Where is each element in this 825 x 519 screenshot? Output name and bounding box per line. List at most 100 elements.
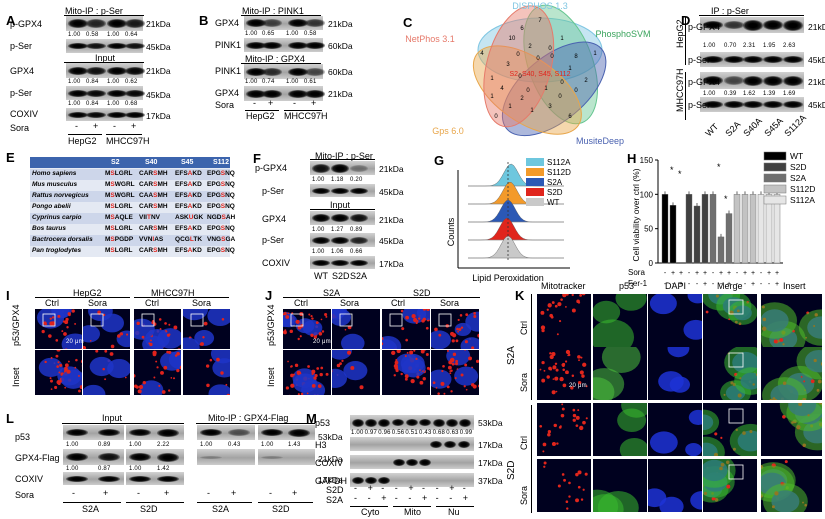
signal-dot xyxy=(199,343,203,346)
signal-dot xyxy=(173,325,178,330)
quant-value: 1.00 xyxy=(703,43,716,49)
group-line xyxy=(134,297,229,298)
bar xyxy=(757,194,765,264)
treatment-sign: + xyxy=(743,270,747,277)
blot-band xyxy=(246,67,266,76)
kda-label: 53kDa xyxy=(318,432,343,442)
signal-cloud xyxy=(703,436,725,456)
micrograph-inset xyxy=(283,350,331,395)
blot-band xyxy=(305,89,325,98)
quant-value: 0.74 xyxy=(262,79,275,85)
blot-band xyxy=(352,476,364,484)
blot-band xyxy=(68,43,88,49)
quant-value: 1.00 xyxy=(68,101,81,107)
blot-strip xyxy=(63,472,124,485)
bar xyxy=(717,236,725,264)
treatment-sign: - xyxy=(394,493,398,503)
signal-dot xyxy=(400,372,403,376)
residue: G xyxy=(120,181,126,188)
blot-band xyxy=(393,458,405,466)
signal-dot xyxy=(102,313,106,317)
signal-dot xyxy=(74,366,77,369)
blot-strip xyxy=(63,449,124,465)
treatment-sign: + xyxy=(462,493,469,503)
species-name: Mus musculus xyxy=(32,181,78,188)
signal-dot xyxy=(572,408,576,412)
treatment-sign: + xyxy=(727,281,731,288)
residue: G xyxy=(215,225,221,232)
group-line xyxy=(245,110,279,111)
signal-dot xyxy=(547,303,552,308)
quant-value: 1.18 xyxy=(331,177,344,183)
blot-band xyxy=(783,19,803,31)
sequence-cell: CAASMH xyxy=(139,192,168,200)
signal-dot xyxy=(559,320,562,323)
s2a-label: S2A xyxy=(326,495,344,505)
cell-line-label: MHCC97H xyxy=(284,111,328,121)
row-label: p-Ser xyxy=(688,100,711,110)
signal-dot xyxy=(400,309,404,313)
residue: Q xyxy=(229,247,235,254)
blot-band xyxy=(331,259,349,266)
residue: M xyxy=(105,181,111,188)
signal-dot xyxy=(339,362,342,366)
kda-label: 21kDa xyxy=(808,77,825,87)
venn-count: 4 xyxy=(480,51,484,57)
signal-dot xyxy=(78,374,80,377)
signal-dot xyxy=(65,348,68,349)
signal-dot xyxy=(450,357,455,363)
micrograph-content xyxy=(617,403,647,456)
micrograph-overview xyxy=(332,309,380,349)
quant-value: 0.97 xyxy=(364,430,378,436)
quant-value: 1.95 xyxy=(763,43,776,49)
blot-strip xyxy=(66,108,145,121)
nucleus xyxy=(38,357,63,378)
inset-box xyxy=(290,313,304,327)
nucleus xyxy=(667,347,690,358)
residue: C xyxy=(139,181,144,188)
residue: F xyxy=(179,247,184,254)
y-axis-title: Counts xyxy=(446,217,456,246)
signal-dot xyxy=(410,379,415,384)
signal-dot xyxy=(226,393,230,395)
signal-dot xyxy=(457,318,460,322)
quant-value: 0.89 xyxy=(98,442,111,448)
residue: C xyxy=(139,225,144,232)
residue: P xyxy=(211,170,216,177)
micrograph-content xyxy=(540,294,586,336)
signal-dot xyxy=(463,385,466,388)
signal-dot xyxy=(294,363,299,368)
kda-label: 21kDa xyxy=(379,164,404,174)
signal-dot xyxy=(572,418,576,422)
signal-dot xyxy=(455,362,459,366)
blot-strip xyxy=(244,16,325,30)
signal-dot xyxy=(413,350,416,352)
residue: A xyxy=(143,203,149,210)
quant-value: 1.00 xyxy=(286,79,299,85)
micrograph-inset xyxy=(332,350,380,395)
signal-dot xyxy=(176,351,180,356)
micrograph-content xyxy=(703,459,744,503)
venn-count: 6 xyxy=(520,26,524,32)
signal-dot xyxy=(61,330,64,333)
signal-dot xyxy=(149,342,153,347)
group-line xyxy=(35,297,130,298)
signal-dot xyxy=(455,359,459,363)
signal-dot xyxy=(56,365,59,368)
micrograph-inset xyxy=(134,350,181,395)
treatment-sign: + xyxy=(422,493,428,503)
signal-dot xyxy=(558,425,562,429)
signal-dot xyxy=(577,485,581,489)
signal-dot xyxy=(551,301,555,304)
x-axis-title: Lipid Peroxidation xyxy=(472,273,544,283)
residue: A xyxy=(143,181,149,188)
residue: D xyxy=(197,192,202,199)
nucleus xyxy=(431,330,451,349)
row-label: PINK1 xyxy=(215,40,242,50)
blot-strip xyxy=(350,437,474,451)
quant-value: 1.00 xyxy=(200,442,213,448)
signal-dot xyxy=(177,348,181,349)
micrograph-panel xyxy=(593,459,647,512)
blot-band xyxy=(157,452,179,462)
signal-dot xyxy=(566,507,569,510)
